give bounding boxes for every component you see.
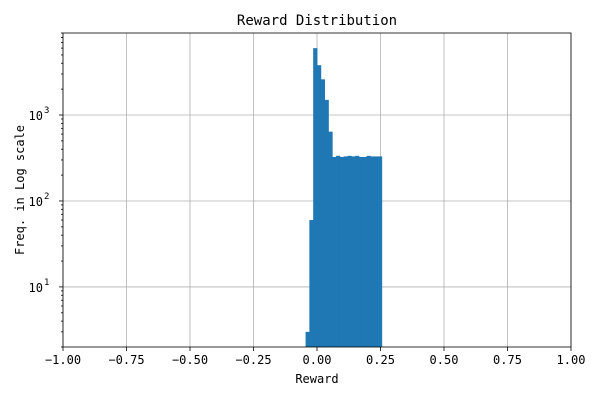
histogram-bar [309, 220, 314, 347]
histogram-bar [332, 156, 337, 347]
histogram-bar [362, 156, 367, 347]
y-axis-label: Freq. in Log scale [13, 125, 27, 255]
y-tick-label: 10 [29, 109, 43, 123]
x-tick-label: 0.00 [303, 353, 332, 367]
histogram-bar [343, 156, 348, 347]
histogram-bars [305, 48, 383, 348]
histogram-bar [305, 331, 310, 347]
x-axis-label: Reward [295, 372, 338, 386]
y-tick-label: 10 [29, 281, 43, 295]
x-tick-label: −0.75 [108, 353, 144, 367]
x-tick-label: 0.50 [430, 353, 459, 367]
histogram-bar [374, 156, 379, 347]
x-tick-label: −0.25 [235, 353, 271, 367]
histogram-bar [370, 156, 375, 347]
histogram-bar [320, 79, 326, 347]
histogram-bar [366, 155, 371, 347]
y-tick-exponent: 3 [44, 106, 49, 116]
y-tick-exponent: 1 [44, 278, 49, 288]
y-tick-exponent: 2 [44, 192, 49, 202]
x-tick-label: 0.75 [493, 353, 522, 367]
histogram-bar [328, 131, 333, 347]
y-tick-label: 10 [29, 195, 43, 209]
histogram-bar [355, 155, 360, 347]
histogram-bar [377, 156, 383, 347]
histogram-bar [358, 156, 364, 347]
histogram-bar [317, 65, 322, 347]
x-axis-ticks: −1.00 −0.75 −0.50 −0.25 0.00 0.25 0.50 0.75 1.00 [45, 347, 586, 367]
histogram-bar [313, 48, 318, 348]
x-tick-label: 0.25 [366, 353, 395, 367]
x-tick-label: −0.50 [172, 353, 208, 367]
x-tick-label: −1.00 [45, 353, 81, 367]
histogram-bar [336, 155, 341, 347]
histogram-bar [339, 156, 345, 347]
histogram-bar [351, 156, 356, 347]
chart-title: Reward Distribution [237, 13, 397, 29]
histogram-bar [347, 155, 352, 347]
histogram-bar [324, 99, 329, 348]
x-tick-label: 1.00 [557, 353, 586, 367]
